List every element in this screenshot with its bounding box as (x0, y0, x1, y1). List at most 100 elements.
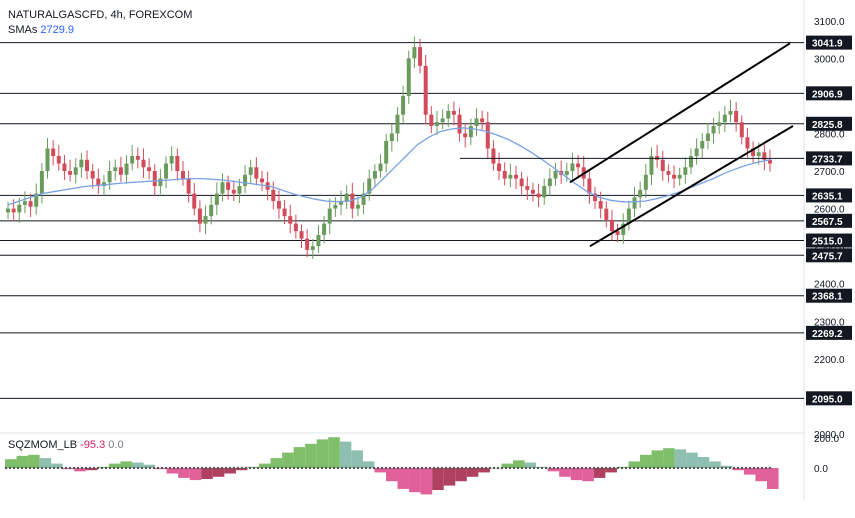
squeeze-dot (756, 466, 760, 470)
momentum-bar (270, 458, 283, 468)
squeeze-dot (480, 466, 484, 470)
squeeze-dot (740, 466, 744, 470)
y-tick-label: 2300.0 (814, 317, 845, 328)
price-level-tag (806, 86, 852, 101)
squeeze-dot (436, 466, 440, 470)
momentum-bar (143, 464, 156, 468)
price-level-label: 2368.1 (812, 292, 843, 303)
price-level-label: 2635.1 (812, 191, 843, 202)
candle-body (361, 193, 366, 205)
squeeze-dot (596, 466, 600, 470)
squeeze-dot (228, 466, 232, 470)
squeeze-dot (164, 466, 168, 470)
candle-body (56, 156, 61, 164)
candle-body (621, 223, 626, 235)
candle-body (395, 114, 400, 134)
indicator-name: SQZMOM_LB (8, 439, 78, 451)
momentum-bar (697, 457, 710, 468)
candle-body (626, 208, 631, 224)
y-tick-label: 2600.0 (814, 205, 845, 216)
candle-body (248, 167, 253, 175)
squeeze-dot (524, 466, 528, 470)
squeeze-dot (552, 466, 556, 470)
momentum-bar (767, 468, 779, 489)
candle-body (96, 178, 101, 187)
candle-body (186, 178, 191, 194)
channel-lower-line (589, 125, 794, 248)
squeeze-dot (12, 466, 16, 470)
symbol-title[interactable]: NATURALGASCFD, 4h, FOREXCOM (8, 9, 192, 21)
squeeze-dot (140, 466, 144, 470)
squeeze-dot (20, 466, 24, 470)
candle-body (677, 174, 682, 179)
momentum-bar (409, 468, 421, 493)
momentum-bar (28, 454, 40, 468)
squeeze-dot (188, 466, 192, 470)
squeeze-dot (456, 466, 460, 470)
squeeze-dot (252, 466, 256, 470)
momentum-bar (85, 468, 98, 471)
candle-body (598, 201, 603, 209)
momentum-bar (155, 468, 167, 470)
momentum-bar (397, 468, 410, 489)
candle-body (243, 174, 248, 187)
squeeze-dot (584, 466, 588, 470)
candle-body (141, 159, 146, 168)
squeeze-dot (180, 466, 184, 470)
squeeze-dot (132, 466, 136, 470)
candle-body (305, 238, 310, 250)
y-tick-label: 2500.0 (814, 242, 845, 253)
candle-body (593, 193, 598, 202)
last-price-tag (806, 151, 852, 166)
momentum-bar (709, 461, 721, 468)
squeeze-dot (540, 466, 544, 470)
squeeze-dot (76, 466, 80, 470)
price-level-label: 3041.9 (812, 39, 843, 50)
squeeze-dot (124, 466, 128, 470)
candle-body (231, 189, 236, 194)
candle-body (28, 201, 33, 207)
squeeze-dot (200, 466, 204, 470)
candle-body (107, 171, 112, 183)
candle-body (485, 122, 490, 149)
momentum-bar (351, 450, 363, 468)
momentum-bar (432, 468, 444, 490)
candle-body (604, 208, 609, 220)
squeeze-dot (380, 466, 384, 470)
squeeze-dot (632, 466, 636, 470)
indicator-legend[interactable]: SQZMOM_LB -95.3 0.0 (8, 439, 124, 451)
candle-body (220, 182, 225, 194)
candle-body (734, 110, 739, 123)
momentum-bar (640, 454, 652, 468)
squeeze-dot (764, 466, 768, 470)
sma-legend[interactable]: SMAs 2729.9 (8, 24, 74, 36)
candle-body (722, 114, 727, 123)
squeeze-dot (520, 466, 524, 470)
momentum-bar (755, 468, 767, 482)
price-level-tag (806, 391, 852, 406)
squeeze-dot (732, 466, 736, 470)
candle-body (672, 174, 677, 179)
squeeze-dot (80, 466, 84, 470)
candle-body (90, 171, 95, 179)
candle-body (576, 163, 581, 168)
price-level-label: 2906.9 (812, 89, 843, 100)
squeeze-dot (332, 466, 336, 470)
squeeze-dot (676, 466, 680, 470)
candle-body (79, 159, 84, 168)
y-tick-label: 2400.0 (814, 280, 845, 291)
candle-body (440, 118, 445, 123)
squeeze-dot (72, 466, 76, 470)
candle-body (34, 193, 39, 207)
momentum-bar (51, 463, 63, 468)
candle-body (22, 201, 27, 205)
candle-body (73, 167, 78, 175)
squeeze-dot (232, 466, 236, 470)
candle-body (519, 178, 524, 187)
momentum-bar (628, 461, 640, 468)
momentum-bar (720, 465, 733, 468)
squeeze-dot (32, 466, 36, 470)
squeeze-dot (296, 466, 300, 470)
candle-body (514, 174, 518, 179)
